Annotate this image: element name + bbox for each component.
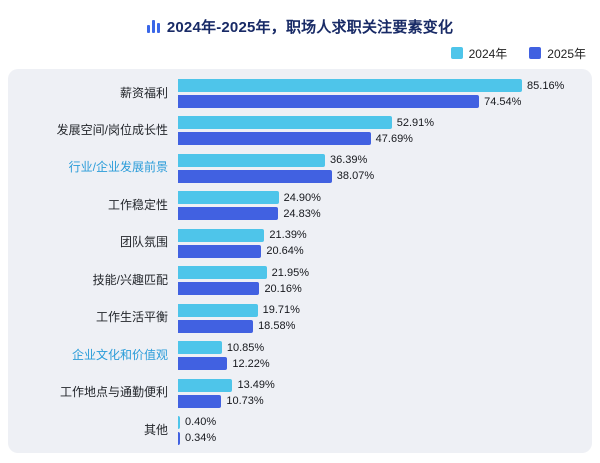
category-label: 发展空间/岗位成长性 — [56, 123, 168, 138]
value-label: 21.39% — [269, 229, 307, 242]
legend: 2024年 2025年 — [0, 39, 600, 67]
value-label: 47.69% — [375, 132, 413, 145]
bar-2024年 — [178, 191, 279, 205]
bar-group: 36.39% 38.07% — [178, 153, 582, 183]
legend-item: 2024年 — [450, 45, 508, 62]
value-label: 20.64% — [266, 245, 304, 258]
bar-2025年 — [178, 394, 222, 408]
chart-row: 行业/企业发展前景 36.39% 38.07% — [20, 153, 582, 183]
value-label: 12.22% — [232, 357, 270, 370]
category-label: 行业/企业发展前景 — [68, 160, 168, 175]
bar-2025年 — [178, 357, 228, 371]
bar-2024年 — [178, 228, 265, 242]
value-label: 52.91% — [396, 116, 435, 129]
chart-header: 2024年-2025年，职场人求职关注要素变化 — [0, 0, 600, 39]
chart-row: 工作地点与通勤便利 13.49% 10.73% — [20, 378, 582, 408]
value-label: 24.90% — [283, 191, 321, 204]
legend-swatch — [529, 47, 542, 59]
chart-row: 技能/兴趣匹配 21.95% 20.16% — [20, 266, 582, 296]
bar-group: 10.85% 12.22% — [178, 341, 582, 371]
category-label: 工作地点与通勤便利 — [59, 385, 168, 400]
value-label: 18.58% — [258, 320, 296, 333]
bar-2024年 — [178, 266, 267, 280]
value-label: 10.85% — [226, 341, 265, 354]
bar-2024年 — [178, 303, 258, 317]
bar-2025年 — [178, 244, 262, 258]
category-label: 其他 — [143, 422, 168, 437]
bar-2025年 — [178, 95, 480, 108]
chart-row: 工作生活平衡 19.71% 18.58% — [20, 303, 582, 333]
legend-label: 2025年 — [547, 46, 586, 61]
bar-2024年 — [178, 153, 325, 167]
bar-group: 24.90% 24.83% — [178, 191, 582, 221]
category-label: 团队氛围 — [119, 235, 168, 250]
category-label: 技能/兴趣匹配 — [92, 272, 168, 287]
chart-row: 工作稳定性 24.90% 24.83% — [20, 191, 582, 221]
bar-2025年 — [178, 169, 332, 183]
category-label: 工作稳定性 — [107, 197, 168, 212]
value-label: 21.95% — [271, 266, 309, 279]
bar-group: 21.39% 20.64% — [178, 228, 582, 258]
bar-group: 52.91% 47.69% — [178, 116, 582, 146]
value-label: 24.83% — [283, 207, 321, 220]
bar-group: 13.49% 10.73% — [178, 378, 582, 408]
chart-panel: 薪资福利 85.16% 74.54% 发展空间/岗位成长性 52.91% 47.69% 行业… — [8, 69, 592, 453]
value-label: 13.49% — [237, 379, 275, 391]
legend-item: 2025年 — [529, 45, 586, 62]
category-label: 企业文化和价值观 — [71, 347, 168, 362]
bar-chart-icon — [146, 19, 160, 33]
chart-row: 薪资福利 85.16% 74.54% — [20, 79, 582, 108]
value-label: 10.73% — [226, 395, 264, 407]
bar-group: 19.71% 18.58% — [178, 303, 582, 333]
category-label: 薪资福利 — [119, 85, 168, 100]
bar-group: 85.16% 74.54% — [178, 79, 582, 108]
bar-group: 0.40% 0.34% — [178, 415, 582, 445]
bar-2025年 — [178, 431, 180, 445]
bar-2025年 — [178, 132, 371, 146]
bar-2024年 — [178, 341, 222, 355]
bar-2025年 — [178, 319, 254, 333]
bar-2024年 — [178, 116, 392, 130]
value-label: 0.34% — [185, 432, 217, 445]
bar-2025年 — [178, 282, 260, 296]
bar-2025年 — [178, 207, 279, 221]
value-label: 85.16% — [527, 79, 565, 92]
bar-2024年 — [178, 79, 523, 92]
bar-2024年 — [178, 378, 233, 392]
value-label: 74.54% — [484, 95, 522, 108]
value-label: 38.07% — [336, 170, 375, 183]
chart-row: 发展空间/岗位成长性 52.91% 47.69% — [20, 116, 582, 146]
value-label: 36.39% — [330, 154, 368, 167]
bar-group: 21.95% 20.16% — [178, 266, 582, 296]
legend-swatch — [450, 47, 463, 59]
chart-row: 企业文化和价值观 10.85% 12.22% — [20, 341, 582, 371]
bar-2024年 — [178, 415, 180, 429]
chart-title: 2024年-2025年，职场人求职关注要素变化 — [166, 18, 454, 36]
category-label: 工作生活平衡 — [95, 310, 168, 325]
value-label: 0.40% — [185, 416, 217, 429]
value-label: 20.16% — [264, 282, 302, 295]
value-label: 19.71% — [262, 304, 300, 317]
chart-row: 团队氛围 21.39% 20.64% — [20, 228, 582, 258]
chart-row: 其他 0.40% 0.34% — [20, 415, 582, 445]
legend-label: 2024年 — [468, 46, 508, 61]
